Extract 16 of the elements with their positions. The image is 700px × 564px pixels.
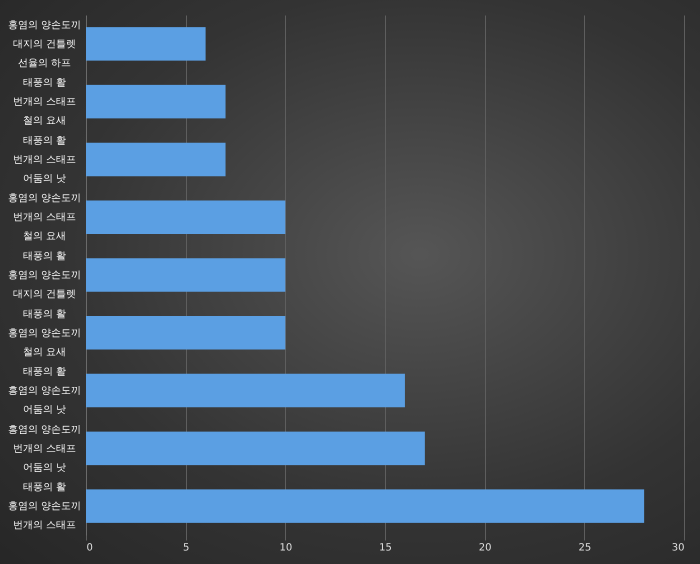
y-tick-label: 태풍의 활 홍염의 양손도끼 어둠의 낫 [8, 366, 82, 416]
x-tick-label: 30 [672, 542, 684, 554]
y-tick-label: 태풍의 활 번개의 스태프 철의 요새 [12, 78, 76, 127]
x-tick-label: 10 [279, 542, 292, 554]
y-tick-label: 태풍의 활 홍염의 양손도끼 대지의 건틀렛 [8, 251, 82, 300]
y-tick-label: 홍염의 양손도끼 대지의 건틀렛 선율의 하프 [8, 20, 82, 69]
y-tick-label: 태풍의 활 홍염의 양손도끼 번개의 스태프 [8, 482, 82, 532]
x-tick-label: 5 [182, 542, 190, 554]
x-tick-label: 0 [86, 542, 93, 554]
x-tick-label: 20 [478, 542, 492, 554]
y-tick-label: 태풍의 활 번개의 스태프 어둠의 낫 [12, 135, 76, 184]
y-tick-label: 태풍의 활 홍염의 양손도끼 철의 요새 [8, 308, 82, 358]
x-tick-label: 25 [578, 542, 592, 554]
x-tick-label: 15 [379, 542, 392, 554]
y-tick-label: 홍염의 양손도끼 번개의 스태프 철의 요새 [8, 193, 82, 242]
y-tick-label: 홍염의 양손도끼 번개의 스태프 어둠의 낫 [8, 424, 82, 474]
